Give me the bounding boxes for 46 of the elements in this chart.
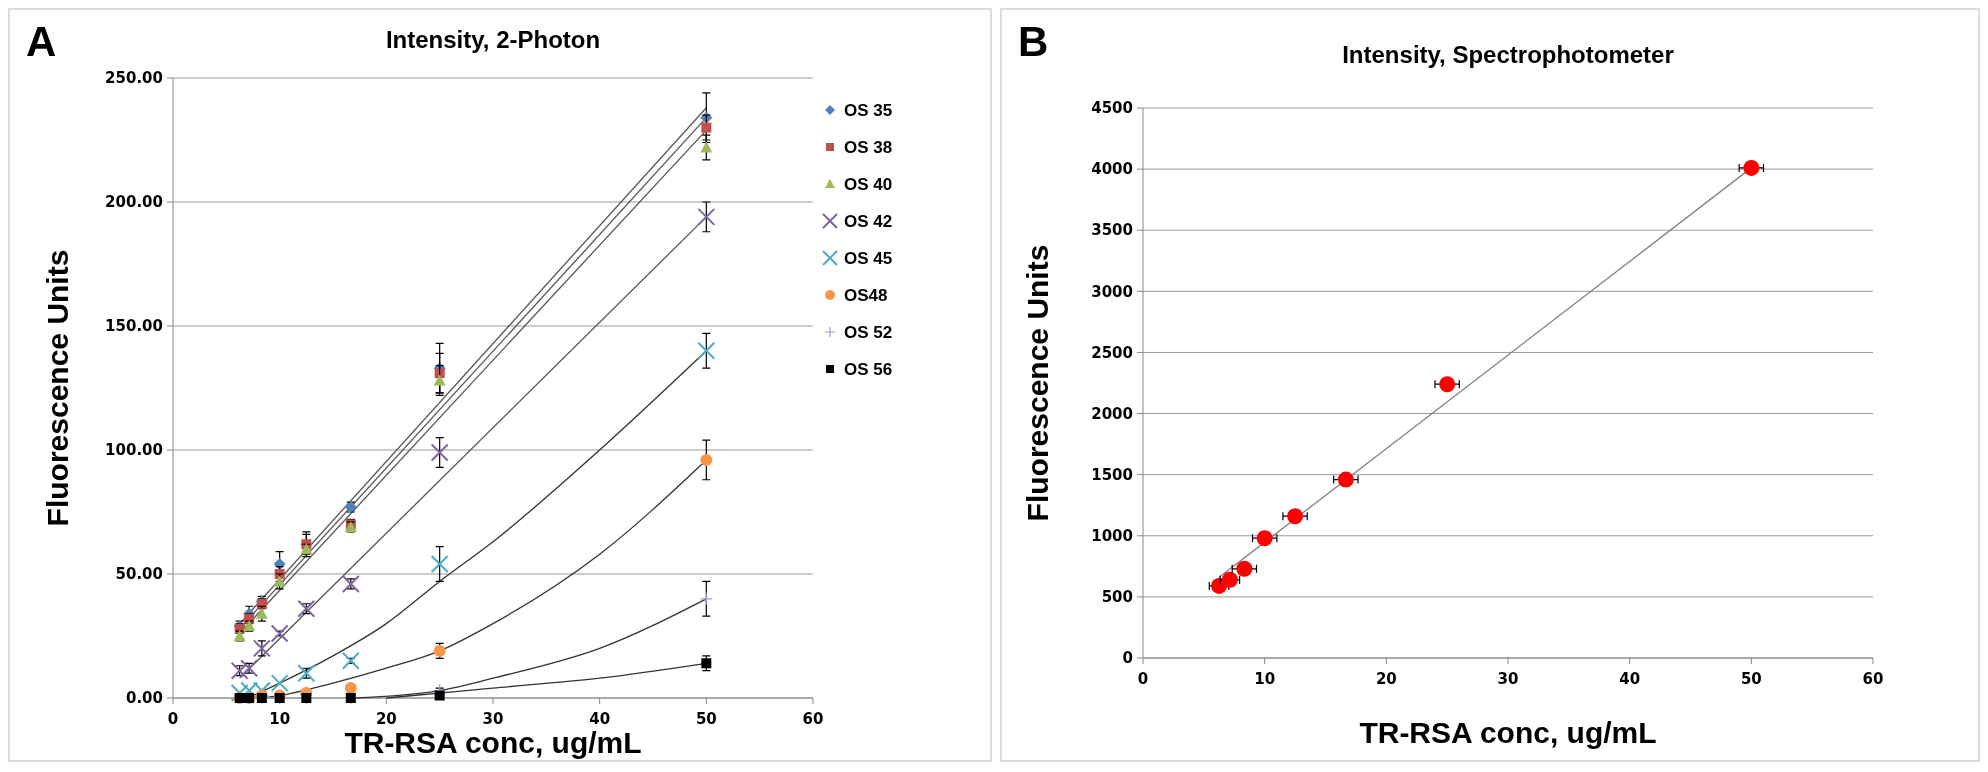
y-tick-label: 50.00: [115, 565, 163, 584]
y-tick-label: 100.00: [105, 441, 163, 460]
x-tick-label: 20: [375, 710, 397, 728]
y-tick-label: 0: [1122, 649, 1133, 668]
y-tick-label: 1500: [1091, 465, 1133, 484]
x-tick-label: 40: [1619, 670, 1641, 688]
y-axis-title: Fluorescence Units: [41, 249, 74, 527]
x-tick-label: 20: [1375, 670, 1397, 688]
legend-label: OS 38: [844, 137, 893, 157]
y-tick-label: 1000: [1091, 527, 1133, 546]
legend-label: OS48: [844, 285, 888, 305]
y-tick-label: 4500: [1091, 99, 1133, 118]
x-tick-label: 0: [167, 710, 179, 728]
text: A: [26, 18, 57, 65]
x-tick-label: 60: [802, 710, 824, 728]
chart-title: Intensity, Spectrophotometer: [1342, 41, 1674, 68]
legend-label: OS 56: [844, 359, 893, 379]
x-tick-label: 30: [1497, 670, 1519, 688]
x-tick-label: 60: [1862, 670, 1884, 688]
y-tick-label: 150.00: [105, 317, 163, 336]
y-tick-label: 250.00: [105, 69, 163, 88]
legend-label: OS 40: [844, 174, 893, 194]
legend-label: OS 45: [844, 248, 893, 268]
x-tick-label: 50: [695, 710, 717, 728]
x-tick-label: 10: [269, 710, 291, 728]
legend-label: OS 52: [844, 322, 893, 342]
y-tick-label: 0.00: [125, 689, 163, 708]
legend-label: OS 42: [844, 211, 893, 231]
y-tick-label: 4000: [1091, 160, 1133, 179]
text: B: [1018, 18, 1049, 65]
x-axis-title: TR-RSA conc, ug/mL: [344, 726, 642, 759]
chart-title: Intensity, 2-Photon: [385, 26, 601, 53]
x-axis-title: TR-RSA conc, ug/mL: [1359, 716, 1657, 749]
y-tick-label: 2000: [1091, 404, 1133, 423]
y-axis-title: Fluorescence Units: [1021, 244, 1054, 522]
x-tick-label: 30: [482, 710, 504, 728]
legend-label: OS 35: [844, 100, 893, 120]
y-tick-label: 200.00: [105, 193, 163, 212]
y-tick-label: 500: [1101, 588, 1133, 607]
x-tick-label: 10: [1254, 670, 1276, 688]
x-tick-label: 0: [1137, 670, 1149, 688]
x-tick-label: 50: [1740, 670, 1762, 688]
y-tick-label: 3500: [1091, 221, 1133, 240]
y-tick-label: 3000: [1091, 282, 1133, 301]
y-tick-label: 2500: [1091, 343, 1133, 362]
x-tick-label: 40: [589, 710, 611, 728]
